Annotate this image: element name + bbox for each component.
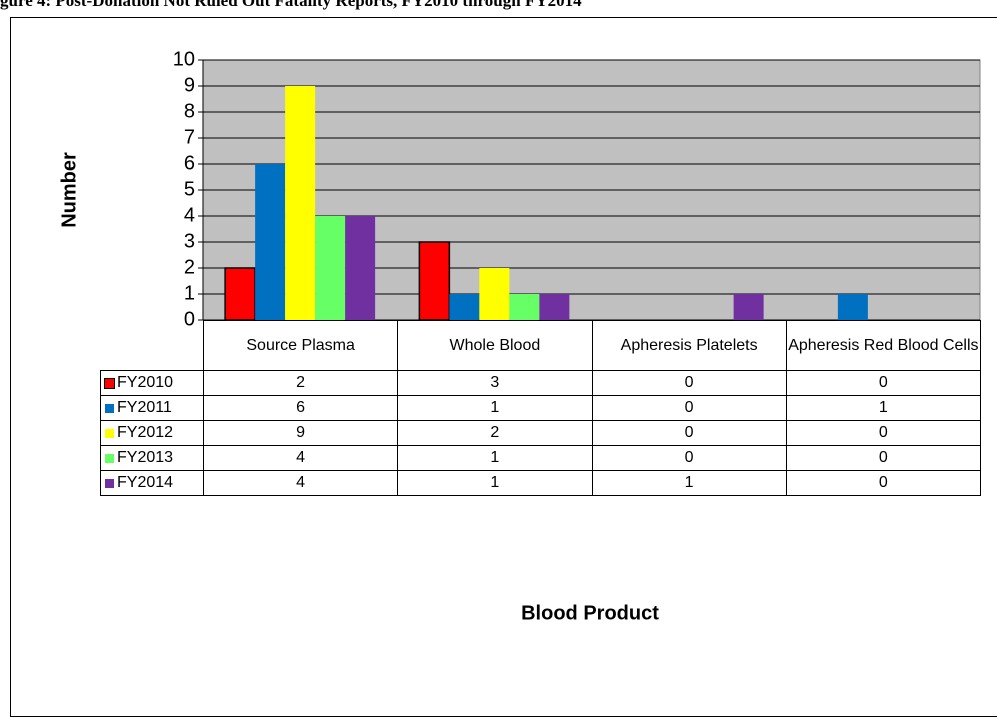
table-value: 0 xyxy=(591,395,787,421)
table-value: 1 xyxy=(785,395,981,421)
y-tick-label: 4 xyxy=(184,204,195,226)
cell-text: 1 xyxy=(490,474,500,491)
table-value: 0 xyxy=(591,370,787,396)
y-tick-label: 9 xyxy=(184,74,195,96)
category-header: Whole Blood xyxy=(397,320,593,371)
bar xyxy=(418,241,451,321)
y-tick-label: 5 xyxy=(184,178,195,200)
table-value: 4 xyxy=(203,445,399,471)
table-value: 1 xyxy=(397,395,593,421)
table-value: 0 xyxy=(785,470,981,496)
legend-label: FY2014 xyxy=(117,474,174,491)
bar xyxy=(315,216,346,320)
cell-text: 0 xyxy=(684,399,694,416)
table-value: 0 xyxy=(785,445,981,471)
cell-text: 0 xyxy=(878,424,888,441)
legend-label: FY2013 xyxy=(117,449,174,466)
bar xyxy=(509,294,540,320)
legend-label: FY2010 xyxy=(117,374,174,391)
bar xyxy=(479,268,510,320)
legend-swatch xyxy=(105,428,114,438)
cell-text: Apheresis Red Blood Cells xyxy=(788,336,979,354)
category-header: Apheresis Platelets xyxy=(591,320,787,371)
table-value: 0 xyxy=(785,370,981,396)
legend-swatch xyxy=(105,453,114,463)
bar xyxy=(449,294,480,320)
cell-text: 4 xyxy=(296,474,306,491)
cell-text: 0 xyxy=(684,374,694,391)
cell-text: 2 xyxy=(296,374,306,391)
bar xyxy=(255,164,286,320)
legend-cell: FY2011 xyxy=(100,395,204,421)
table-value: 1 xyxy=(397,445,593,471)
y-tick-label: 1 xyxy=(184,282,195,304)
legend-swatch xyxy=(104,377,115,389)
legend-label: FY2012 xyxy=(117,424,174,441)
bar xyxy=(224,267,256,321)
cell-text: 0 xyxy=(684,449,694,466)
cell-text: 0 xyxy=(878,374,888,391)
y-tick-label: 0 xyxy=(184,308,195,330)
bar xyxy=(285,86,316,320)
table-value: 1 xyxy=(591,470,787,496)
y-tick-label: 7 xyxy=(184,126,195,148)
cell-text: 9 xyxy=(296,424,306,441)
bar xyxy=(733,294,764,320)
legend-swatch xyxy=(105,478,114,488)
y-tick-label: 6 xyxy=(184,152,195,174)
table-value: 4 xyxy=(203,470,399,496)
bar xyxy=(837,294,868,320)
table-value: 1 xyxy=(397,470,593,496)
cell-text: Whole Blood xyxy=(449,336,541,354)
cell-text: Apheresis Platelets xyxy=(620,336,758,354)
cell-text: 0 xyxy=(878,474,888,491)
table-value: 2 xyxy=(203,370,399,396)
cell-text: 1 xyxy=(878,399,888,416)
table-value: 3 xyxy=(397,370,593,396)
y-tick-label: 2 xyxy=(184,256,195,278)
cell-text: 1 xyxy=(490,399,500,416)
cell-text: 3 xyxy=(490,374,500,391)
table-value: 0 xyxy=(591,445,787,471)
cell-text: 6 xyxy=(296,399,306,416)
cell-text: 1 xyxy=(684,474,694,491)
table-value: 0 xyxy=(785,420,981,446)
table-value: 6 xyxy=(203,395,399,421)
cell-text: 0 xyxy=(684,424,694,441)
legend-cell: FY2012 xyxy=(100,420,204,446)
y-tick-label: 10 xyxy=(173,48,195,70)
table-value: 0 xyxy=(591,420,787,446)
y-tick-label: 3 xyxy=(184,230,195,252)
category-header: Apheresis Red Blood Cells xyxy=(785,320,981,371)
bar xyxy=(539,294,570,320)
cell-text: Source Plasma xyxy=(246,336,355,354)
y-tick-label: 8 xyxy=(184,100,195,122)
legend-label: FY2011 xyxy=(117,399,172,416)
cell-text: 2 xyxy=(490,424,500,441)
legend-cell: FY2013 xyxy=(100,445,204,471)
bar xyxy=(345,216,376,320)
cell-text: 0 xyxy=(878,449,888,466)
y-axis-title: Number xyxy=(58,152,80,228)
cell-text: 4 xyxy=(296,449,306,466)
legend-swatch xyxy=(105,403,114,413)
category-header: Source Plasma xyxy=(203,320,399,371)
legend-cell: FY2010 xyxy=(100,370,204,396)
table-value: 2 xyxy=(397,420,593,446)
legend-cell: FY2014 xyxy=(100,470,204,496)
x-axis-title: Blood Product xyxy=(521,602,659,624)
chart-title: gure 4: Post-Donation Not Ruled Out Fata… xyxy=(0,0,582,10)
cell-text: 1 xyxy=(490,449,500,466)
table-value: 9 xyxy=(203,420,399,446)
